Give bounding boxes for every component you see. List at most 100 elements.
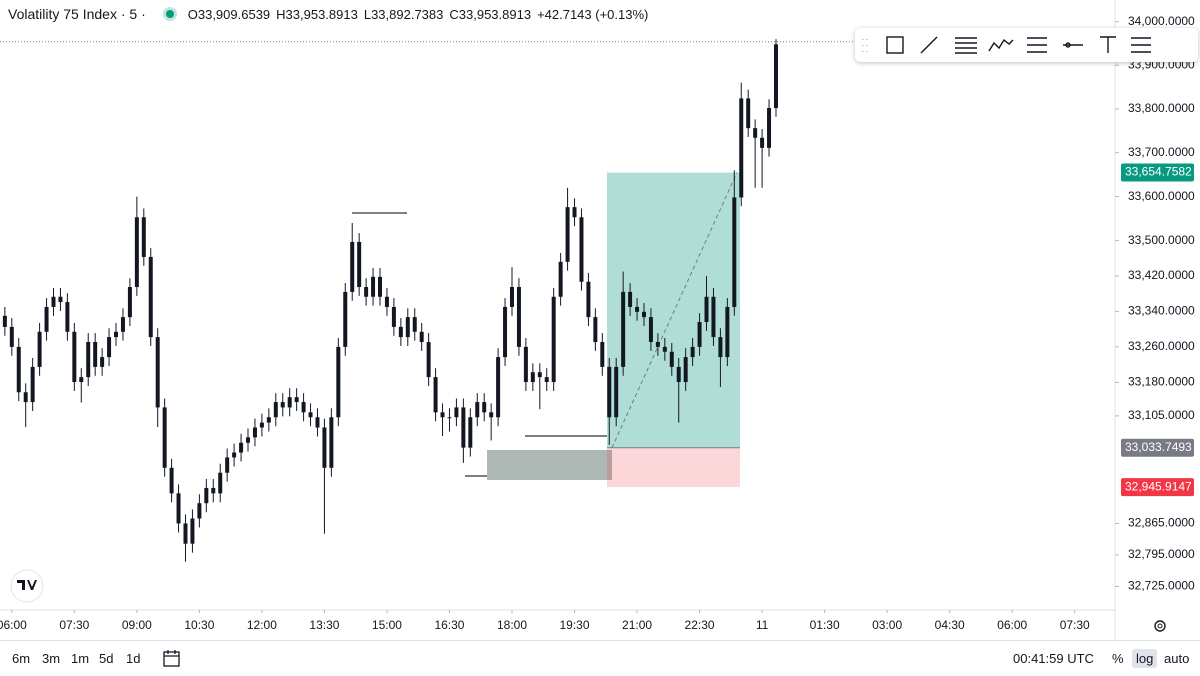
candle-body xyxy=(371,276,376,297)
candle-body xyxy=(593,317,598,342)
candle-body xyxy=(266,417,271,423)
candle-body xyxy=(107,337,112,358)
candle-body xyxy=(72,331,77,383)
candle-body xyxy=(676,366,681,383)
tool-fib[interactable] xyxy=(955,37,977,54)
settings-icon[interactable] xyxy=(1154,620,1166,632)
tv-logo xyxy=(10,569,44,603)
tool-text[interactable] xyxy=(1100,36,1116,53)
candle-body xyxy=(357,241,362,288)
candle-body xyxy=(454,407,459,418)
candle-body xyxy=(2,315,7,327)
y-tick-label: 32,725.0000 xyxy=(1128,579,1195,593)
candle-body xyxy=(169,467,174,494)
candle-body xyxy=(447,417,452,419)
range-button[interactable]: 5d xyxy=(99,651,114,666)
tool-line[interactable] xyxy=(920,36,938,54)
candle-body xyxy=(252,427,257,438)
range-button[interactable]: 1m xyxy=(71,651,90,666)
tool-path[interactable] xyxy=(988,38,1014,52)
candle-body xyxy=(239,442,244,453)
x-tick-label: 12:00 xyxy=(247,618,277,632)
candle-body xyxy=(718,337,723,358)
candle-body xyxy=(551,296,556,383)
x-tick-label: 15:00 xyxy=(372,618,402,632)
candle-body xyxy=(259,422,264,428)
candle-body xyxy=(197,503,202,519)
candle-body xyxy=(391,306,396,327)
candle-body xyxy=(273,402,278,418)
candle-body xyxy=(350,241,355,292)
x-tick-label: 21:00 xyxy=(622,618,652,632)
y-tick-label: 33,340.0000 xyxy=(1128,304,1195,318)
candle-body xyxy=(739,98,744,198)
range-button[interactable]: 3m xyxy=(42,651,61,666)
candle-body xyxy=(204,487,209,504)
candle-body xyxy=(100,357,105,367)
target-label: 33,654.7582 xyxy=(1125,165,1192,179)
candle-body xyxy=(322,427,327,468)
x-tick-label: 10:30 xyxy=(184,618,214,632)
date-range-icon[interactable] xyxy=(162,649,182,669)
candle-body xyxy=(530,372,535,383)
candle-body xyxy=(343,291,348,347)
candle-body xyxy=(232,452,237,458)
candle-body xyxy=(308,412,313,418)
ohlc-change: +42.7143 (+0.13%) xyxy=(537,6,649,22)
drag-handle[interactable] xyxy=(862,39,868,52)
ohlc-open: O33,909.6539 xyxy=(187,6,271,22)
tool-hline[interactable] xyxy=(1063,42,1083,48)
candle-body xyxy=(509,287,514,307)
candle-body xyxy=(433,377,438,413)
candle-body xyxy=(503,306,508,358)
log-button[interactable]: log xyxy=(1132,649,1158,668)
range-button[interactable]: 6m xyxy=(12,651,31,666)
x-tick-label: 11 xyxy=(756,618,769,632)
x-tick-label: 04:30 xyxy=(935,618,965,632)
candle-body xyxy=(558,261,563,297)
x-tick-label: 16:30 xyxy=(434,618,464,632)
candle-body xyxy=(614,366,619,418)
candle-body xyxy=(440,412,445,418)
candle-body xyxy=(329,417,334,468)
y-tick-label: 33,105.0000 xyxy=(1128,408,1195,422)
candle-body xyxy=(753,128,758,138)
candle-body xyxy=(655,341,660,347)
candle-body xyxy=(607,366,612,418)
percent-button[interactable]: % xyxy=(1112,651,1124,666)
candle-body xyxy=(162,407,167,468)
candle-body xyxy=(690,346,695,358)
candle-body xyxy=(86,341,91,378)
candle-body xyxy=(426,341,431,378)
auto-button[interactable]: auto xyxy=(1164,651,1190,666)
candle-body xyxy=(516,287,521,347)
candle-body xyxy=(65,302,70,332)
y-tick-label: 32,795.0000 xyxy=(1128,547,1195,561)
status-dot xyxy=(165,10,174,18)
candle-body xyxy=(44,306,49,332)
candle-body xyxy=(79,377,84,383)
drawing-toolbar xyxy=(855,28,1198,62)
candle-body xyxy=(773,44,778,109)
candle-body xyxy=(628,291,633,307)
tool-levels[interactable] xyxy=(1027,37,1047,53)
candle-body xyxy=(218,472,223,494)
y-tick-label: 32,865.0000 xyxy=(1128,516,1195,530)
y-tick-label: 33,800.0000 xyxy=(1128,101,1195,115)
candle-body xyxy=(114,331,119,338)
entry-label-bg xyxy=(1121,438,1194,457)
chart: 34,000.000033,900.000033,800.000033,700.… xyxy=(0,0,1195,640)
range-button[interactable]: 1d xyxy=(126,651,141,666)
candle-body xyxy=(746,98,751,129)
tool-rect[interactable] xyxy=(886,36,904,54)
candle-body xyxy=(461,407,466,448)
candle-body xyxy=(635,306,640,312)
candle-body xyxy=(489,412,494,418)
candle-body xyxy=(398,326,403,338)
ohlc-low: L33,892.7383 xyxy=(363,6,444,22)
x-tick-label: 01:30 xyxy=(810,618,840,632)
tool-settings[interactable] xyxy=(1131,37,1151,53)
y-tick-label: 33,500.0000 xyxy=(1128,233,1195,247)
candle-body xyxy=(384,296,389,307)
x-tick-label: 22:30 xyxy=(685,618,715,632)
